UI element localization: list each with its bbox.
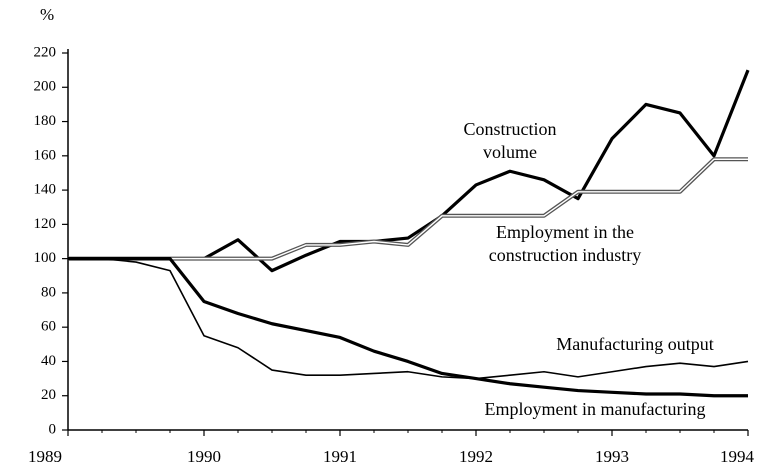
- x-tick-label: 1992: [459, 447, 493, 466]
- annotation: Construction: [464, 119, 557, 139]
- y-tick-label: 40: [41, 353, 56, 369]
- y-tick-label: 120: [34, 216, 57, 232]
- series-line: [68, 157, 748, 261]
- y-tick-label: 180: [34, 113, 57, 129]
- annotation: Employment in manufacturing: [485, 399, 706, 419]
- annotation: Manufacturing output: [556, 334, 713, 354]
- annotation: Employment in the: [496, 222, 634, 242]
- y-tick-label: 60: [41, 319, 56, 335]
- x-tick-label: 1993: [595, 447, 629, 466]
- series-line-inner: [68, 158, 748, 260]
- x-tick-label: 1991: [323, 447, 357, 466]
- series-line: [68, 257, 748, 398]
- series-line: [203, 69, 750, 273]
- annotation: volume: [483, 142, 537, 162]
- y-tick-label: 100: [34, 250, 57, 266]
- y-tick-label: 0: [49, 421, 57, 437]
- y-tick-label: 200: [34, 79, 57, 95]
- y-tick-label: 220: [34, 44, 57, 60]
- y-tick-label: 80: [41, 284, 56, 300]
- x-tick-label: 1994: [720, 447, 755, 466]
- annotation: construction industry: [489, 245, 641, 265]
- x-tick-label: 1990: [187, 447, 221, 466]
- y-tick-label: 140: [34, 182, 57, 198]
- y-axis-label: %: [40, 5, 54, 24]
- series-line: [68, 257, 749, 380]
- y-tick-label: 160: [34, 147, 57, 163]
- x-tick-label: 1989: [28, 447, 62, 466]
- y-tick-label: 20: [41, 387, 56, 403]
